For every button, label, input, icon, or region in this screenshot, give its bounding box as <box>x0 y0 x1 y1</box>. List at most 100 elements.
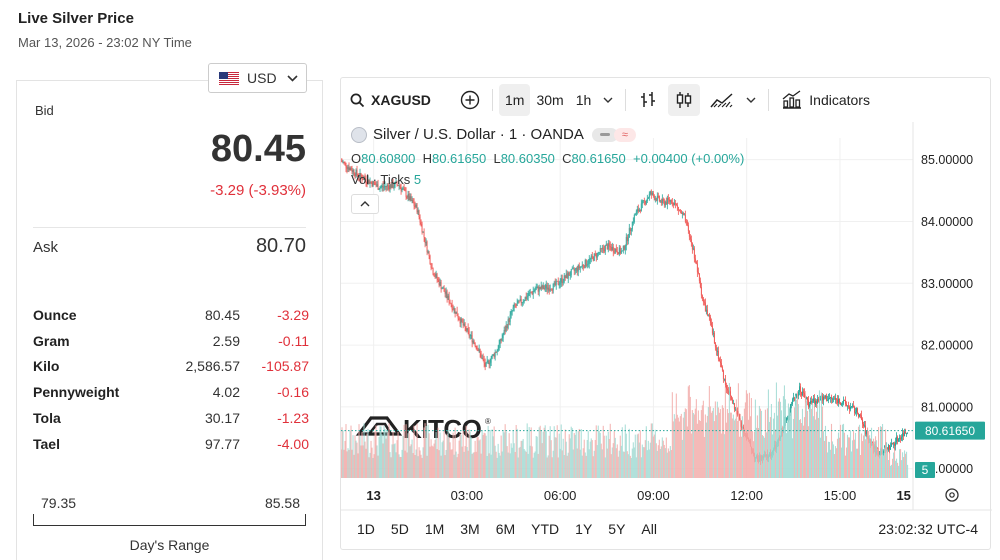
interval-dropdown[interactable] <box>597 84 619 116</box>
volume-bar <box>846 434 849 478</box>
volume-bar <box>623 451 625 478</box>
utc-clock[interactable]: 23:02:32 UTC-4 <box>878 521 978 537</box>
candle-body <box>706 309 708 316</box>
currency-select[interactable]: USD <box>208 63 307 93</box>
volume-bar <box>654 429 656 478</box>
interval-1h[interactable]: 1h <box>575 92 592 108</box>
range-1y[interactable]: 1Y <box>575 521 593 537</box>
candle-body <box>392 182 394 188</box>
candle-body <box>828 398 829 401</box>
volume-bar <box>835 448 838 478</box>
candle-body <box>854 407 855 413</box>
candle-body <box>574 269 576 271</box>
volume-bar <box>735 399 737 478</box>
candle-body <box>887 447 888 451</box>
volume-bar <box>795 399 798 478</box>
candle-body <box>569 275 571 276</box>
compare-add-button[interactable] <box>454 84 486 116</box>
candle-body <box>793 397 794 400</box>
candle-body <box>555 280 557 286</box>
collapse-legend-button[interactable] <box>351 194 379 214</box>
range-1d[interactable]: 1D <box>357 521 375 537</box>
volume-bar <box>473 452 475 478</box>
volume-bar <box>378 436 380 478</box>
area-style-button[interactable] <box>704 84 740 116</box>
volume-tag-text: 5 <box>922 463 929 477</box>
chart-style-dropdown[interactable] <box>740 84 762 116</box>
volume-bar <box>783 385 785 478</box>
volume-bar <box>851 440 854 478</box>
volume-bar <box>857 426 860 478</box>
price-chart[interactable]: KITCO ®80.6165085.0000084.0000083.0000082… <box>341 78 992 551</box>
range-all[interactable]: All <box>641 521 657 537</box>
range-ytd[interactable]: YTD <box>531 521 560 537</box>
volume-bar <box>528 427 530 478</box>
volume-bar <box>822 431 825 478</box>
volume-bar <box>544 425 546 478</box>
volume-bar <box>648 449 650 478</box>
volume-bar <box>834 446 837 478</box>
interval-30m[interactable]: 30m <box>536 92 564 108</box>
volume-bar <box>644 440 646 478</box>
candle-body <box>844 400 845 402</box>
volume-bar <box>818 390 821 478</box>
volume-bar <box>504 424 506 478</box>
candle-body <box>624 245 626 250</box>
time-axis-label: 03:00 <box>451 488 484 503</box>
volume-bar <box>375 425 377 478</box>
candle-body <box>470 335 472 336</box>
candle-body <box>442 287 444 289</box>
unit-change: -4.00 <box>277 435 309 452</box>
symbol-search[interactable]: XAGUSD <box>350 92 442 108</box>
candle-body <box>841 403 842 405</box>
indicators-button[interactable]: Indicators <box>775 84 876 116</box>
volume-bar <box>803 417 806 478</box>
volume-series <box>341 382 909 478</box>
range-5y[interactable]: 5Y <box>608 521 626 537</box>
volume-bar <box>342 430 344 478</box>
candle-body <box>398 185 400 187</box>
volume-bar <box>880 426 883 478</box>
candle-body <box>590 255 592 259</box>
candle-body <box>549 289 551 291</box>
range-3m[interactable]: 3M <box>460 521 480 537</box>
market-status[interactable]: ≈ <box>591 127 636 142</box>
candle-body <box>597 252 599 254</box>
close-value: 80.61650 <box>571 151 626 166</box>
candle-body <box>687 225 689 231</box>
volume-bar <box>704 414 706 478</box>
candles-style-button[interactable] <box>668 84 701 116</box>
bar-style-button[interactable] <box>632 84 664 116</box>
interval-1m[interactable]: 1m <box>499 84 531 116</box>
candle-body <box>807 397 808 401</box>
volume-bar <box>747 419 749 478</box>
candle-body <box>634 214 636 216</box>
candle-body <box>360 173 362 177</box>
candle-body <box>621 250 623 252</box>
range-1m[interactable]: 1M <box>424 521 445 537</box>
candle-body <box>738 414 740 420</box>
volume-bar <box>556 425 558 478</box>
candle-body <box>448 295 450 303</box>
volume-bar <box>671 392 673 478</box>
range-5d[interactable]: 5D <box>390 521 409 537</box>
range-6m[interactable]: 6M <box>495 521 516 537</box>
candle-body <box>722 370 724 380</box>
candle-body <box>860 414 861 416</box>
indicators-icon <box>782 90 802 109</box>
volume-bar <box>480 453 482 478</box>
candle-body <box>693 248 695 259</box>
candle-body <box>348 167 350 170</box>
candle-body <box>675 203 677 206</box>
candle-body <box>642 200 644 202</box>
volume-bar <box>580 429 582 478</box>
bid-price: 80.45 <box>210 128 306 170</box>
settings-icon[interactable] <box>945 488 959 502</box>
volume-bar <box>793 407 796 478</box>
candle-body <box>468 330 470 336</box>
volume-bar <box>561 450 563 478</box>
volume-bar <box>346 451 348 478</box>
volume-bar <box>412 453 414 478</box>
volume-bar <box>498 452 500 478</box>
volume-bar <box>371 447 373 478</box>
